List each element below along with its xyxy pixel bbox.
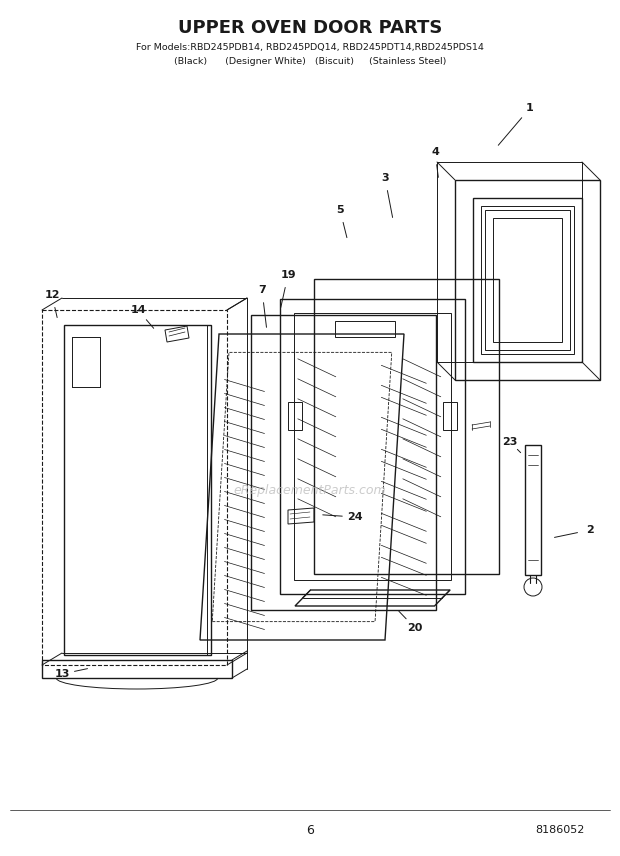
Text: 1: 1 [526,103,534,113]
Text: 23: 23 [502,437,518,447]
Text: 5: 5 [336,205,344,215]
Text: 6: 6 [306,823,314,836]
Text: 20: 20 [407,623,423,633]
Text: UPPER OVEN DOOR PARTS: UPPER OVEN DOOR PARTS [178,19,442,37]
Text: (Black)      (Designer White)   (Biscuit)     (Stainless Steel): (Black) (Designer White) (Biscuit) (Stai… [174,56,446,66]
Text: 24: 24 [347,512,363,522]
Text: 8186052: 8186052 [535,825,585,835]
Text: 12: 12 [44,290,60,300]
Text: 13: 13 [55,669,69,679]
Text: 7: 7 [258,285,266,295]
Text: 3: 3 [381,173,389,183]
Text: 14: 14 [130,305,146,315]
Text: eReplacementParts.com: eReplacementParts.com [234,484,386,496]
Text: For Models:RBD245PDB14, RBD245PDQ14, RBD245PDT14,RBD245PDS14: For Models:RBD245PDB14, RBD245PDQ14, RBD… [136,43,484,51]
Text: 19: 19 [280,270,296,280]
Text: 2: 2 [586,525,594,535]
Text: 4: 4 [431,147,439,157]
